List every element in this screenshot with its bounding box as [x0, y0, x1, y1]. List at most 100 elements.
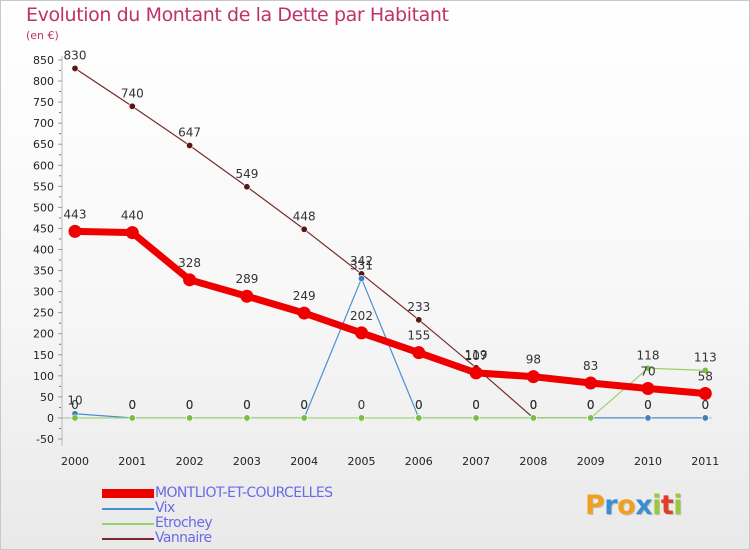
data-point — [300, 414, 308, 422]
data-label: 83 — [583, 359, 598, 373]
data-point — [701, 414, 709, 422]
y-minor-tick — [59, 70, 61, 72]
data-label: 155 — [407, 329, 430, 343]
y-tick-label: 350 — [33, 265, 54, 278]
x-tick-label: 2002 — [176, 455, 204, 468]
data-label: 70 — [640, 364, 655, 378]
data-label: 58 — [698, 370, 713, 384]
logo-letter: i — [673, 490, 683, 521]
y-tick-label: 650 — [33, 138, 54, 151]
data-point — [357, 275, 365, 283]
chart-title: Evolution du Montant de la Dette par Hab… — [26, 4, 449, 26]
data-label: 0 — [186, 398, 194, 412]
data-point — [243, 414, 251, 422]
data-label: 0 — [243, 398, 251, 412]
data-point — [472, 414, 480, 422]
proxiti-logo: Proxiti — [585, 490, 683, 521]
y-minor-tick — [59, 154, 61, 156]
data-label: 443 — [64, 207, 87, 221]
data-label: 0 — [300, 398, 308, 412]
data-label: 0 — [358, 398, 366, 412]
data-point — [698, 387, 712, 401]
data-label: 233 — [407, 300, 430, 314]
data-label: 0 — [243, 398, 251, 412]
data-label: 0 — [644, 398, 652, 412]
x-tick-label: 2003 — [233, 455, 261, 468]
y-tick-label: 450 — [33, 222, 54, 235]
data-label: 0 — [530, 398, 538, 412]
data-label: 202 — [350, 309, 373, 323]
data-label: 0 — [472, 398, 480, 412]
data-point — [641, 381, 655, 395]
x-tick-label: 2010 — [634, 455, 662, 468]
data-point — [128, 102, 136, 110]
data-point — [701, 366, 709, 374]
data-point — [584, 376, 598, 390]
y-minor-tick — [59, 280, 61, 282]
y-tick-label: 550 — [33, 180, 54, 193]
data-label: 0 — [415, 398, 423, 412]
logo-letter: t — [660, 490, 674, 521]
y-tick-label: 150 — [33, 349, 54, 362]
data-label: 0 — [300, 398, 308, 412]
y-minor-tick — [59, 406, 61, 408]
logo-letter: i — [652, 490, 661, 521]
data-label: 342 — [350, 254, 373, 268]
data-point — [357, 414, 365, 422]
y-tick-label: 600 — [33, 159, 54, 172]
data-point — [415, 414, 423, 422]
data-label: 647 — [178, 125, 201, 139]
legend-swatch-montliot — [102, 489, 154, 498]
y-tick-label: 100 — [33, 370, 54, 383]
y-tick-label: 700 — [33, 117, 54, 130]
y-tick-label: 500 — [33, 201, 54, 214]
y-minor-tick — [59, 238, 61, 240]
x-tick-label: 2008 — [519, 455, 547, 468]
data-point — [243, 183, 251, 191]
x-tick-label: 2011 — [691, 455, 719, 468]
x-tick-label: 2004 — [290, 455, 318, 468]
data-label: 0 — [472, 398, 480, 412]
x-tick-label: 2007 — [462, 455, 490, 468]
data-point — [469, 366, 483, 380]
legend-swatch-vannaire — [102, 538, 154, 540]
data-label: 0 — [701, 398, 709, 412]
legend-swatch-etrochey — [102, 523, 154, 525]
data-label: 0 — [128, 398, 136, 412]
data-label: 0 — [71, 398, 79, 412]
data-label: 328 — [178, 256, 201, 270]
data-label: 0 — [587, 398, 595, 412]
data-label: 118 — [637, 348, 660, 362]
data-point — [186, 414, 194, 422]
data-point — [297, 306, 311, 320]
data-point — [644, 364, 652, 372]
data-point — [125, 226, 139, 240]
series-line-montliot-et-courcelles — [71, 227, 709, 398]
data-point — [68, 224, 82, 238]
x-tick-label: 2005 — [348, 455, 376, 468]
y-tick-label: 200 — [33, 328, 54, 341]
y-tick-label: 850 — [33, 54, 54, 67]
data-point — [529, 414, 537, 422]
data-label: 0 — [644, 398, 652, 412]
data-label: 331 — [350, 259, 373, 273]
y-minor-tick — [59, 91, 61, 93]
data-label: 740 — [121, 86, 144, 100]
data-point — [355, 326, 368, 340]
y-tick-label: 0 — [47, 412, 54, 425]
data-point — [412, 346, 426, 360]
series-line-vannaire — [74, 67, 706, 419]
logo-letter: x — [635, 490, 653, 521]
series-line-vix — [74, 277, 706, 419]
data-label: 119 — [465, 348, 488, 362]
y-minor-tick — [59, 133, 61, 135]
x-tick-label: 2001 — [118, 455, 146, 468]
data-label: 448 — [293, 209, 316, 223]
data-point — [240, 289, 254, 303]
data-label: 289 — [235, 272, 258, 286]
y-minor-tick — [59, 217, 61, 219]
legend-label-vannaire: Vannaire — [155, 530, 212, 546]
y-tick-label: 400 — [33, 244, 54, 257]
